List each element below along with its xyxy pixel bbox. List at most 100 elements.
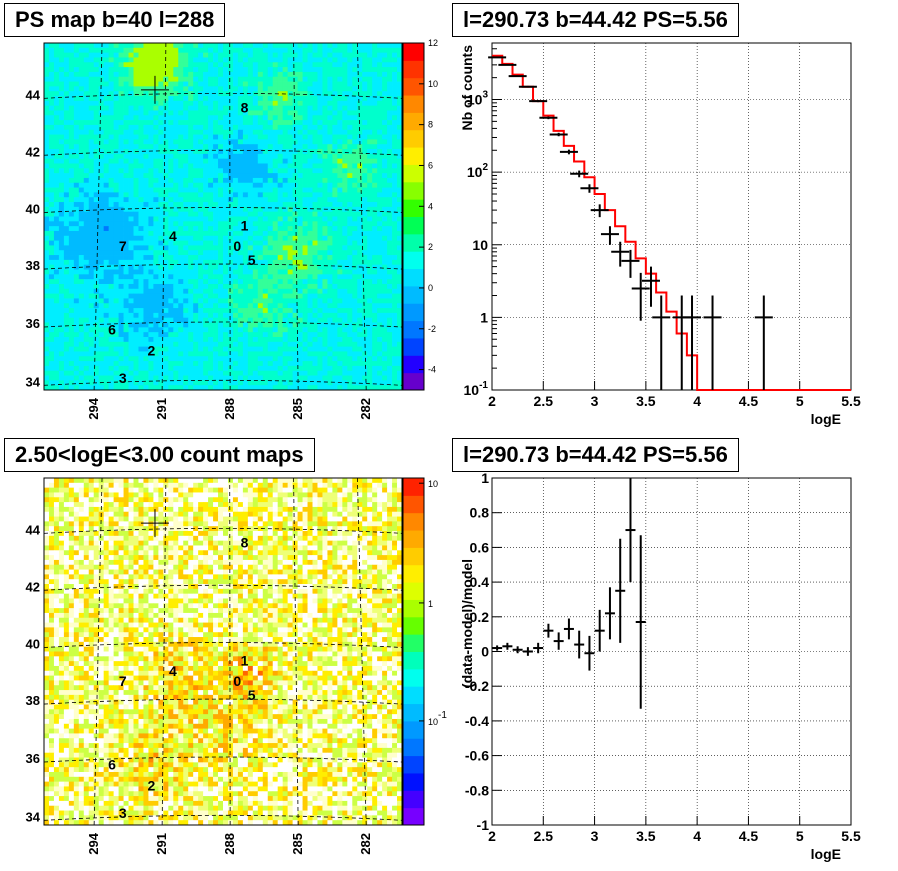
colorbar-swatch bbox=[403, 495, 424, 514]
y-tick-label: 34 bbox=[26, 809, 41, 824]
source-label-2: 2 bbox=[148, 777, 156, 793]
colorbar-swatch bbox=[403, 372, 424, 391]
colorbar-swatch bbox=[403, 634, 424, 652]
colorbar-swatch bbox=[403, 686, 424, 705]
colorbar-swatch bbox=[403, 43, 424, 61]
colorbar-tick-label: 12 bbox=[428, 38, 438, 48]
residual-grid bbox=[492, 478, 851, 825]
x-tick-label: 5.5 bbox=[841, 393, 861, 409]
source-label-0: 0 bbox=[233, 238, 241, 254]
x-tick-label: 2 bbox=[488, 393, 496, 409]
colorbar-tick-label: 1 bbox=[428, 599, 433, 609]
colorbar-tick-label: -2 bbox=[428, 324, 436, 334]
spectrum-title: l=290.73 b=44.42 PS=5.56 bbox=[452, 3, 739, 37]
longitude-line bbox=[93, 42, 103, 391]
source-label-8: 8 bbox=[241, 99, 249, 115]
colorbar-tick-label: -4 bbox=[428, 365, 436, 375]
colorbar-swatch bbox=[403, 790, 424, 809]
longitude-line bbox=[293, 477, 299, 826]
colorbar-swatch bbox=[403, 512, 424, 531]
y-tick-label: -0.6 bbox=[465, 748, 489, 764]
x-tick-label: 4.5 bbox=[739, 393, 759, 409]
y-axis-label: Nb of counts bbox=[459, 45, 475, 131]
y-tick-label: 38 bbox=[26, 693, 40, 708]
latitude-line bbox=[43, 527, 403, 534]
colorbar-tick-label: 4 bbox=[428, 201, 433, 211]
colorbar-swatch bbox=[403, 755, 424, 774]
residual-title: l=290.73 b=44.42 PS=5.56 bbox=[452, 438, 739, 472]
source-label-1: 1 bbox=[241, 652, 249, 668]
latitude-line bbox=[43, 642, 403, 648]
x-tick-label: 5 bbox=[796, 393, 804, 409]
colorbar-tick-label: 8 bbox=[428, 120, 433, 130]
colorbar-swatch bbox=[403, 599, 424, 618]
y-tick-label: -1 bbox=[477, 817, 490, 833]
y-tick-label: 1 bbox=[481, 470, 489, 486]
colorbar-frame bbox=[402, 42, 425, 391]
source-label-5: 5 bbox=[248, 687, 256, 703]
source-label-7: 7 bbox=[119, 673, 127, 689]
colorbar-swatch bbox=[403, 164, 424, 183]
colorbar-swatch bbox=[403, 703, 424, 722]
colorbar-swatch bbox=[403, 720, 424, 739]
y-tick-label: 44 bbox=[26, 87, 41, 102]
colorbar-swatch bbox=[403, 303, 424, 322]
source-label-2: 2 bbox=[148, 342, 156, 358]
colorbar-swatch bbox=[403, 112, 424, 131]
colorbar-swatch bbox=[403, 582, 424, 600]
colorbar-swatch bbox=[403, 337, 424, 356]
y-tick-label: 42 bbox=[26, 579, 40, 594]
latitude-line bbox=[43, 584, 403, 591]
longitude-line bbox=[161, 42, 167, 391]
source-label-6: 6 bbox=[108, 321, 116, 337]
latitude-line bbox=[43, 92, 403, 99]
colorbar-swatch bbox=[403, 668, 424, 687]
colorbar-frame bbox=[402, 477, 425, 826]
y-tick-label: 44 bbox=[26, 522, 41, 537]
residual-panel: 2 2.5 3 3.5 4 4.5 5 5.5 -1 -0.8 -0.6 -0.4 -0.2 0 0.2 0.… bbox=[459, 470, 861, 862]
latitude-line bbox=[43, 756, 403, 763]
y-tick-label: 0.2 bbox=[470, 609, 490, 625]
source-label-3: 3 bbox=[119, 805, 127, 821]
colorbar-swatch bbox=[403, 320, 424, 339]
colorbar-tick-label: 2 bbox=[428, 242, 433, 252]
latitude-line bbox=[43, 321, 403, 328]
source-label-4: 4 bbox=[169, 228, 177, 244]
latitude-line bbox=[43, 379, 403, 386]
colorbar-swatch bbox=[403, 285, 424, 304]
colorbar-swatch bbox=[403, 355, 424, 374]
longitude-line bbox=[93, 477, 103, 826]
longitude-line bbox=[357, 477, 367, 826]
colorbar: 12 10 8 6 4 2 0 -2 -4 bbox=[402, 38, 438, 391]
source-label-8: 8 bbox=[241, 534, 249, 550]
x-tick-label: 288 bbox=[222, 833, 237, 855]
x-tick-label: 4.5 bbox=[739, 828, 759, 844]
y-tick-label: 40 bbox=[26, 637, 40, 652]
colorbar-swatch bbox=[403, 60, 424, 79]
colorbar-swatch bbox=[403, 616, 424, 635]
y-tick-label: 36 bbox=[26, 751, 40, 766]
spectrum-grid bbox=[492, 43, 851, 390]
y-tick-label: 34 bbox=[26, 374, 41, 389]
colorbar-swatch bbox=[403, 216, 424, 235]
y-axis-label: (data-model)/model bbox=[459, 559, 475, 688]
colorbar-swatch bbox=[403, 181, 424, 200]
x-tick-label: 2.5 bbox=[534, 828, 554, 844]
colorbar-tick-label: 6 bbox=[428, 160, 433, 170]
heatmap-cells bbox=[44, 43, 403, 391]
source-label-6: 6 bbox=[108, 756, 116, 772]
y-tick-label: -0.8 bbox=[465, 782, 489, 798]
colorbar-tick-label: 10 bbox=[428, 479, 438, 489]
count-map-title: 2.50<logE<3.00 count maps bbox=[4, 438, 315, 472]
x-tick-label: 291 bbox=[154, 398, 169, 420]
model-histogram bbox=[492, 54, 851, 391]
colorbar-tick-label: 10-1 bbox=[428, 710, 447, 727]
x-tick-label: 294 bbox=[86, 832, 101, 854]
x-tick-label: 5.5 bbox=[841, 828, 861, 844]
y-tick-label: -0.2 bbox=[465, 678, 489, 694]
y-tick-label: 10 bbox=[472, 237, 488, 253]
longitude-line bbox=[161, 477, 167, 826]
x-axis-label: logE bbox=[811, 411, 841, 427]
